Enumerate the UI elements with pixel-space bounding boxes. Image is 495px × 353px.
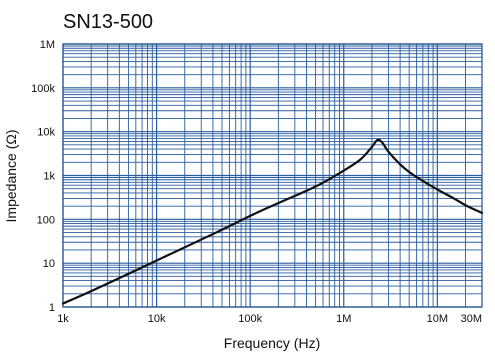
grid-lines (62, 43, 483, 308)
y-tick-label: 100k (31, 83, 55, 95)
y-tick-label: 10 (43, 258, 55, 270)
x-axis-label: Frequency (Hz) (224, 335, 320, 351)
impedance-curve-0 (61, 138, 484, 305)
y-tick-label: 1 (49, 302, 55, 314)
x-tick-labels: 1k 10k 100k 1M 10M 30M (57, 313, 482, 325)
x-tick-label: 100k (238, 313, 262, 325)
series-group (61, 138, 484, 305)
x-tick-label: 30M (461, 313, 482, 325)
y-tick-labels: 1 10 100 1k 10k 100k 1M (31, 39, 55, 314)
x-tick-label: 10M (427, 313, 448, 325)
x-tick-label: 1M (336, 313, 351, 325)
x-tick-label: 10k (148, 313, 166, 325)
chart-title: SN13-500 (63, 11, 153, 33)
y-axis-label: Impedance (Ω) (3, 130, 19, 223)
y-tick-label: 1k (43, 171, 55, 183)
y-tick-label: 100 (37, 214, 55, 226)
plot-frame (62, 43, 483, 308)
x-tick-label: 1k (57, 313, 69, 325)
y-tick-label: 1M (40, 39, 55, 51)
y-tick-label: 10k (37, 127, 55, 139)
